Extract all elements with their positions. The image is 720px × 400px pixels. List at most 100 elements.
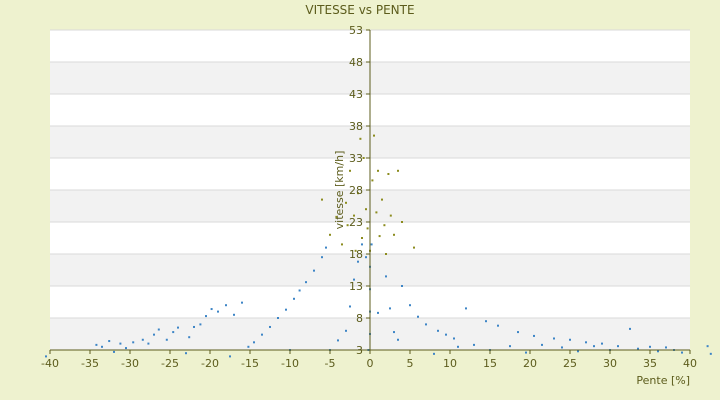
data-point <box>362 157 365 159</box>
data-point <box>177 326 179 329</box>
data-point <box>541 343 543 346</box>
data-point <box>453 337 455 340</box>
data-point <box>561 346 563 349</box>
data-point <box>383 224 386 227</box>
data-point <box>457 345 459 348</box>
data-point <box>709 352 712 355</box>
data-point <box>298 289 301 292</box>
data-point <box>147 342 150 345</box>
x-tick-label: -40 <box>41 357 59 370</box>
x-tick-label: -10 <box>281 357 299 370</box>
data-point <box>217 310 219 313</box>
data-point <box>346 224 349 227</box>
data-point <box>377 169 379 172</box>
x-tick-label: 40 <box>683 357 697 370</box>
data-point <box>335 215 338 218</box>
data-point <box>313 269 315 272</box>
data-point <box>153 333 155 336</box>
data-point <box>185 352 187 355</box>
data-point <box>629 327 631 330</box>
data-point <box>353 214 355 217</box>
data-point <box>357 260 359 263</box>
axes <box>49 29 691 354</box>
data-point <box>321 256 323 259</box>
data-point <box>261 333 263 336</box>
data-point <box>353 278 355 281</box>
data-point <box>665 346 667 349</box>
data-point <box>229 355 231 358</box>
data-point <box>365 256 367 259</box>
data-point <box>401 221 403 223</box>
data-point <box>233 313 235 316</box>
data-point <box>385 253 387 255</box>
data-point <box>205 315 207 318</box>
data-point <box>119 342 122 345</box>
x-tick-label: 10 <box>443 357 457 370</box>
y-tick-label: 28 <box>349 184 363 197</box>
data-point <box>359 137 362 140</box>
data-point <box>387 173 390 175</box>
data-point <box>225 304 227 307</box>
data-point <box>277 317 279 319</box>
data-point <box>325 246 327 249</box>
data-point <box>649 345 651 348</box>
data-point <box>465 307 467 310</box>
data-point <box>497 324 499 327</box>
x-tick-label: 35 <box>643 357 657 370</box>
data-point <box>509 345 511 348</box>
y-tick-label: 18 <box>349 248 363 261</box>
data-point <box>361 237 363 239</box>
x-tick-label: 25 <box>563 357 577 370</box>
data-point <box>377 311 379 314</box>
data-point <box>378 235 381 238</box>
data-point <box>413 246 415 249</box>
data-point <box>485 320 487 323</box>
y-tick-label: 8 <box>356 312 363 325</box>
data-point <box>108 340 111 343</box>
data-point <box>199 323 202 326</box>
y-tick-label: 38 <box>349 120 363 133</box>
x-tick-label: -5 <box>325 357 336 370</box>
data-point <box>172 331 175 334</box>
data-point <box>533 334 535 337</box>
data-point <box>157 328 160 331</box>
x-tick-label: 5 <box>407 357 414 370</box>
data-point <box>370 243 373 246</box>
x-tick-label: 15 <box>483 357 497 370</box>
data-point <box>425 323 427 326</box>
data-point <box>617 345 619 348</box>
data-point <box>517 331 519 334</box>
data-point <box>593 345 595 348</box>
x-tick-label: -20 <box>201 357 219 370</box>
data-point <box>381 198 383 201</box>
data-point <box>305 281 307 284</box>
data-point <box>210 308 213 311</box>
data-point <box>569 338 571 341</box>
data-point <box>361 243 363 246</box>
x-tick-label: -30 <box>121 357 139 370</box>
data-point <box>193 325 195 328</box>
x-tick-label: -25 <box>161 357 179 370</box>
data-point <box>329 233 331 236</box>
data-point <box>337 339 339 342</box>
data-point <box>241 301 243 304</box>
data-point <box>247 345 250 348</box>
data-point <box>341 243 343 246</box>
y-tick-label: 3 <box>356 344 363 357</box>
data-point <box>389 307 391 310</box>
data-point <box>371 179 374 182</box>
data-point <box>473 343 475 346</box>
data-point <box>681 351 683 354</box>
data-point <box>113 350 115 353</box>
data-point <box>269 325 271 328</box>
data-point <box>525 351 527 354</box>
data-point <box>553 337 555 340</box>
data-point <box>401 285 403 287</box>
data-point <box>706 345 709 348</box>
data-point <box>577 350 579 353</box>
data-point <box>601 342 603 345</box>
data-point <box>285 308 287 311</box>
chart-title: VITESSE vs PENTE <box>305 3 414 17</box>
